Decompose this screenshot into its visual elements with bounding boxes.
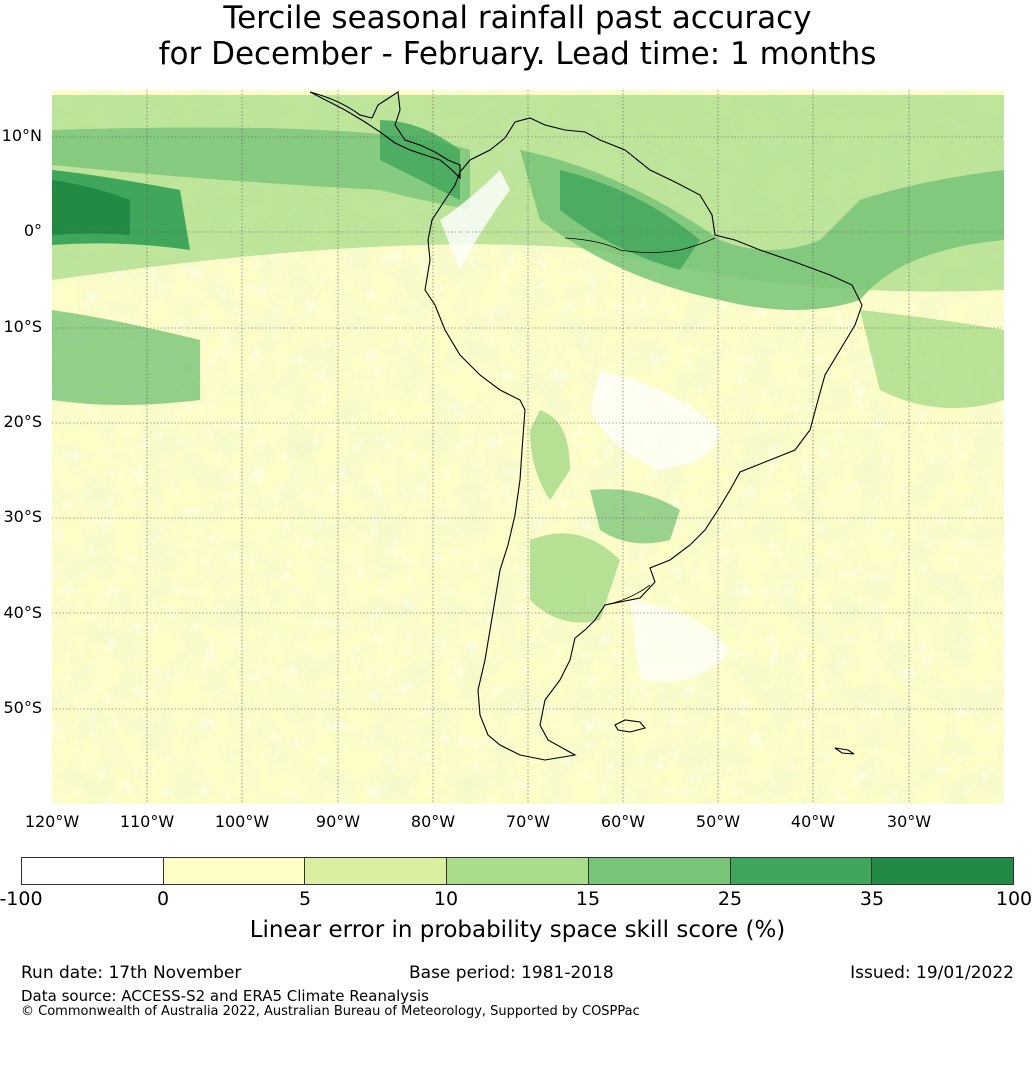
skill-score-map — [52, 90, 1004, 804]
south-georgia-island — [834, 747, 855, 755]
lon-label-80w: 80°W — [410, 812, 456, 831]
lon-label-40w: 40°W — [790, 812, 836, 831]
rio-de-la-plata — [604, 584, 651, 606]
colorbar-tick-4: 10 — [433, 888, 459, 910]
lon-label-120w: 120°W — [24, 812, 80, 831]
colorbar-tick-3: 5 — [298, 888, 312, 910]
amazon-river — [564, 237, 716, 253]
south-america-coastline — [424, 117, 863, 761]
colorbar-tick-5: 15 — [575, 888, 601, 910]
coastlines — [309, 91, 863, 761]
lon-label-90w: 90°W — [315, 812, 361, 831]
colorbar-tick-7: 35 — [859, 888, 885, 910]
lon-label-60w: 60°W — [600, 812, 646, 831]
lon-label-70w: 70°W — [505, 812, 551, 831]
copyright-notice: © Commonwealth of Australia 2022, Austra… — [21, 1004, 640, 1019]
issued-date: Issued: 19/01/2022 — [850, 963, 1014, 983]
map-title-line-1: Tercile seasonal rainfall past accuracy — [223, 0, 812, 36]
lat-label-30s: 30°S — [3, 507, 42, 526]
base-period: Base period: 1981-2018 — [409, 963, 614, 983]
colorbar-tick-6: 25 — [717, 888, 743, 910]
colorbar-segment-7 — [872, 858, 1014, 884]
map-title-line-2: for December - February. Lead time: 1 mo… — [158, 36, 877, 72]
colorbar-segment-2 — [163, 858, 306, 884]
lat-label-20s: 20°S — [3, 412, 42, 431]
lat-label-0: 0° — [23, 221, 42, 240]
map-graticule — [52, 90, 1004, 804]
lat-label-40s: 40°S — [3, 603, 42, 622]
lon-label-30w: 30°W — [886, 812, 932, 831]
lat-label-10n: 10°N — [1, 126, 42, 145]
colorbar-segment-6 — [730, 858, 873, 884]
run-date: Run date: 17th November — [21, 963, 242, 983]
data-source: Data source: ACCESS-S2 and ERA5 Climate … — [21, 987, 429, 1005]
lon-label-50w: 50°W — [695, 812, 741, 831]
lon-label-110w: 110°W — [119, 812, 175, 831]
falkland-islands — [614, 719, 646, 733]
lat-label-10s: 10°S — [3, 317, 42, 336]
lat-label-50s: 50°S — [3, 698, 42, 717]
colorbar-tick-8: 100 — [995, 888, 1033, 910]
colorbar-tick-1: -100 — [0, 888, 43, 910]
central-america-coastline — [309, 91, 461, 180]
colorbar-segment-1 — [22, 858, 164, 884]
colorbar — [21, 857, 1014, 885]
colorbar-segment-4 — [447, 858, 589, 884]
colorbar-segment-3 — [305, 858, 448, 884]
colorbar-tick-2: 0 — [156, 888, 170, 910]
lon-label-100w: 100°W — [214, 812, 270, 831]
colorbar-label: Linear error in probability space skill … — [249, 917, 786, 943]
colorbar-segment-5 — [588, 858, 731, 884]
